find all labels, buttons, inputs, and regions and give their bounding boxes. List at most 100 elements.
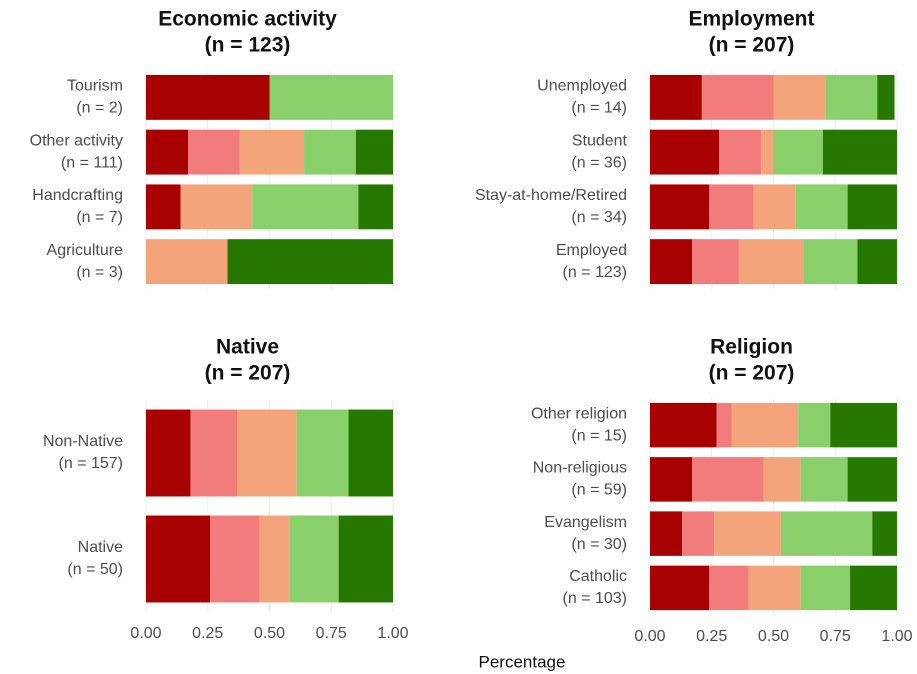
bar-segment <box>269 74 393 120</box>
category-label: Other activity <box>30 132 123 149</box>
x-tick-label: 1.00 <box>377 625 408 642</box>
panel-title: Employment <box>688 8 814 31</box>
x-tick-label: 0.75 <box>820 628 851 645</box>
bar-segment <box>763 457 801 502</box>
bar-segment <box>650 402 717 448</box>
x-tick-label: 1.00 <box>881 628 912 645</box>
category-label: Catholic <box>569 568 627 585</box>
panel-title: Religion <box>710 336 793 359</box>
bar-segment <box>803 239 858 285</box>
category-label: Native <box>78 539 123 556</box>
x-axis-title: Percentage <box>479 652 566 671</box>
bar-segment <box>822 129 897 175</box>
category-label: Other religion <box>531 405 627 422</box>
category-count: (n = 2) <box>76 100 123 117</box>
panel-title: Economic activity <box>158 8 337 31</box>
x-tick-label: 0.25 <box>192 625 223 642</box>
panel-subtitle: (n = 123) <box>205 34 291 57</box>
panel-subtitle: (n = 207) <box>709 362 795 385</box>
bar-segment <box>798 402 831 448</box>
bar-segment <box>753 184 796 230</box>
category-count: (n = 7) <box>76 209 123 226</box>
bar-segment <box>146 129 188 175</box>
category-count: (n = 50) <box>67 561 123 578</box>
bar-segment <box>259 515 290 603</box>
category-label: Unemployed <box>537 78 627 95</box>
x-tick-label: 0.00 <box>634 628 665 645</box>
bar-segment <box>348 409 393 497</box>
bar-segment <box>691 239 739 285</box>
bar-segment <box>748 565 801 611</box>
bar-segment <box>650 457 692 502</box>
category-count: (n = 111) <box>61 154 123 171</box>
bar-segment <box>650 129 720 175</box>
bar-segment <box>650 184 710 230</box>
bar-segment <box>795 184 848 230</box>
bar-segment <box>691 457 764 502</box>
bar-segment <box>650 239 692 285</box>
bar-segment <box>830 402 897 448</box>
bar-segment <box>338 515 393 603</box>
bar-segment <box>701 74 774 120</box>
bar-segment <box>190 409 238 497</box>
category-label: Stay-at-home/Retired <box>475 187 627 204</box>
category-count: (n = 15) <box>571 427 627 444</box>
bar-segment <box>761 129 774 175</box>
bar-segment <box>719 129 762 175</box>
bar-segment <box>146 515 211 603</box>
bar-segment <box>146 239 228 285</box>
bar-segment <box>146 74 270 120</box>
bar-segment <box>650 74 702 120</box>
bar-segment <box>850 565 897 611</box>
bar-segment <box>825 74 878 120</box>
bar-segment <box>210 515 260 603</box>
category-count: (n = 30) <box>571 536 627 553</box>
bar-segment <box>847 457 897 502</box>
category-label: Student <box>572 132 628 149</box>
bar-segment <box>709 184 754 230</box>
bar-segment <box>650 511 683 556</box>
category-label: Agriculture <box>47 242 124 259</box>
bar-segment <box>731 402 799 448</box>
bar-segment <box>252 184 359 230</box>
category-count: (n = 157) <box>59 455 123 472</box>
panel-subtitle: (n = 207) <box>205 362 291 385</box>
bar-segment <box>714 511 781 556</box>
category-count: (n = 59) <box>571 482 627 499</box>
bar-segment <box>289 515 339 603</box>
bar-segment <box>877 74 895 120</box>
bar-segment <box>239 129 305 175</box>
bar-segment <box>650 565 710 611</box>
category-label: Evangelism <box>544 514 627 531</box>
x-tick-label: 0.00 <box>130 625 161 642</box>
category-count: (n = 14) <box>571 100 627 117</box>
x-tick-label: 0.50 <box>758 628 789 645</box>
category-count: (n = 103) <box>563 590 627 607</box>
bar-segment <box>800 565 851 611</box>
bar-segment <box>773 74 826 120</box>
bar-segment <box>227 239 393 285</box>
category-label: Tourism <box>67 78 123 95</box>
panel-title: Native <box>216 336 279 359</box>
bar-segment <box>180 184 253 230</box>
bar-segment <box>716 402 732 448</box>
bar-segment <box>146 409 191 497</box>
category-count: (n = 3) <box>76 264 123 281</box>
bar-segment <box>187 129 240 175</box>
bar-segment <box>780 511 873 556</box>
bar-segment <box>146 184 181 230</box>
bar-segment <box>355 129 393 175</box>
x-tick-label: 0.25 <box>696 628 727 645</box>
category-count: (n = 34) <box>571 209 627 226</box>
bar-segment <box>738 239 804 285</box>
bar-segment <box>237 409 297 497</box>
bar-segment <box>296 409 349 497</box>
bar-segment <box>800 457 848 502</box>
category-label: Handcrafting <box>32 187 123 204</box>
category-label: Employed <box>556 242 627 259</box>
bar-segment <box>847 184 897 230</box>
bar-segment <box>358 184 393 230</box>
category-count: (n = 123) <box>563 264 627 281</box>
bar-segment <box>304 129 356 175</box>
